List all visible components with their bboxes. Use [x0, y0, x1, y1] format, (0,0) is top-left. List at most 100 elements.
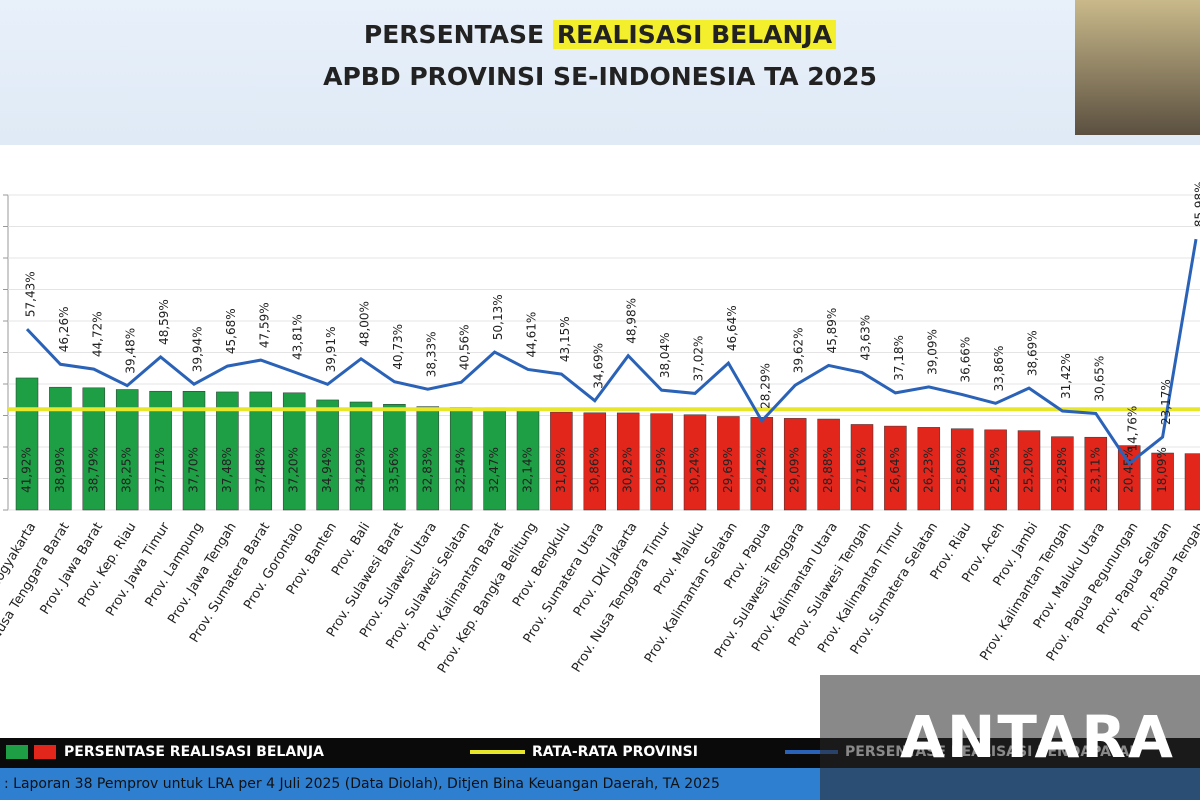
bar-value-label: 32,47%: [487, 447, 501, 493]
video-thumbnail: [1075, 0, 1200, 135]
bar-value-label: 38,79%: [86, 447, 100, 493]
line-value-label: 14,76%: [1126, 406, 1140, 452]
line-value-label: 37,18%: [892, 335, 906, 381]
watermark: ANTARA: [820, 675, 1200, 800]
line-value-label: 23,17%: [1159, 379, 1173, 425]
line-value-label: 34,69%: [591, 343, 605, 389]
line-value-label: 57,43%: [24, 271, 38, 317]
line-series: [25, 238, 1198, 466]
bar-value-label: 25,80%: [955, 447, 969, 493]
bar: [750, 417, 774, 511]
bar-value-label: 33,56%: [387, 447, 401, 493]
bar: [717, 416, 740, 511]
line-value-label: 44,72%: [90, 311, 104, 357]
bar: [115, 389, 139, 511]
bar: [1117, 445, 1141, 511]
bar-value-label: 29,42%: [754, 447, 768, 493]
bar-value-label: 25,20%: [1022, 447, 1036, 493]
bar: [282, 392, 306, 511]
bar-value-label: 30,59%: [654, 447, 668, 493]
bar-value-label: 27,16%: [855, 447, 869, 493]
bar: [416, 406, 440, 511]
bar-value-label: 32,83%: [420, 447, 434, 493]
legend-label: PERSENTASE REALISASI BELANJA: [64, 744, 324, 760]
bar-value-label: 30,82%: [621, 447, 635, 493]
bar: [650, 413, 673, 511]
bar-value-label: 23,28%: [1055, 447, 1069, 493]
line-value-label: 43,15%: [558, 316, 572, 362]
bar: [683, 414, 707, 511]
bar-value-label: 30,86%: [587, 447, 601, 493]
bar: [917, 427, 941, 511]
bar: [984, 429, 1007, 511]
line-value-label: 45,89%: [825, 308, 839, 354]
line-value-label: 46,64%: [725, 305, 739, 351]
bar-value-label: 23,11%: [1088, 447, 1102, 493]
title-highlight: REALISASI BELANJA: [552, 20, 837, 49]
bar-value-label: 32,54%: [454, 447, 468, 493]
bar-value-label: 34,94%: [320, 447, 334, 493]
line-value-label: 40,73%: [391, 324, 405, 370]
bar-value-label: 37,48%: [253, 447, 267, 493]
line-value-label: 39,48%: [124, 328, 138, 374]
legend-swatch: [34, 745, 56, 759]
line-value-label: 48,00%: [358, 301, 372, 347]
bar-value-label: 25,45%: [988, 447, 1002, 493]
legend-swatch: [6, 745, 28, 759]
bar: [349, 401, 373, 511]
bar: [1017, 430, 1041, 511]
line-value-label: 33,86%: [992, 346, 1006, 392]
bar-value-label: 37,48%: [220, 447, 234, 493]
title-text: PERSENTASE: [363, 20, 545, 49]
line-value-label: 38,33%: [424, 331, 438, 377]
line-value-label: 37,02%: [692, 336, 706, 382]
line-value-label: 38,69%: [1026, 330, 1040, 376]
line-value-label: 85,98%: [1193, 181, 1200, 227]
bar: [383, 404, 406, 511]
bar-value-label: 41,92%: [20, 447, 34, 493]
line-value-label: 30,65%: [1092, 356, 1106, 402]
line-value-label: 28,29%: [758, 363, 772, 409]
subtitle: APBD PROVINSI SE-INDONESIA TA 2025: [323, 62, 877, 91]
bar-value-label: 37,70%: [187, 447, 201, 493]
bar: [216, 391, 239, 511]
line-value-label: 48,98%: [625, 298, 639, 344]
line-value-label: 39,91%: [324, 327, 338, 373]
line-value-label: 40,56%: [458, 324, 472, 370]
header: PERSENTASE REALISASI BELANJA APBD PROVIN…: [0, 0, 1200, 145]
bar-value-label: 29,09%: [788, 447, 802, 493]
line-value-label: 38,04%: [658, 332, 672, 378]
bar-value-label: 32,14%: [521, 447, 535, 493]
bar: [850, 424, 874, 511]
line-value-label: 47,59%: [257, 302, 271, 348]
bar: [616, 412, 640, 511]
bar: [950, 428, 974, 511]
bar: [884, 425, 907, 511]
line-value-label: 43,81%: [291, 314, 305, 360]
bar: [249, 391, 273, 511]
legend-label: RATA-RATA PROVINSI: [532, 744, 698, 760]
line-value-label: 46,26%: [57, 307, 71, 353]
line-value-label: 48,59%: [157, 299, 171, 345]
bar-value-label: 26,64%: [888, 447, 902, 493]
bar-value-label: 38,25%: [120, 447, 134, 493]
bar: [1151, 452, 1174, 511]
bar: [149, 390, 172, 511]
line-value-label: 39,62%: [792, 327, 806, 373]
line-value-label: 45,68%: [224, 308, 238, 354]
chart: 41,92% 38,99% 38,79% 38,25% 37,71% 37,70% 37,4…: [0, 181, 1200, 768]
bar: [182, 390, 206, 511]
line-value-label: 39,09%: [925, 329, 939, 375]
bar: [1051, 436, 1074, 511]
bar-value-label: 34,29%: [354, 447, 368, 493]
bar: [550, 411, 573, 511]
bar: [817, 418, 840, 511]
bar: [1184, 453, 1200, 511]
bar-value-label: 29,69%: [721, 447, 735, 493]
line-value-label: 31,42%: [1059, 353, 1073, 399]
bar-value-label: 30,24%: [688, 447, 702, 493]
bar-value-label: 37,20%: [287, 447, 301, 493]
bar-value-label: 18,09%: [1155, 447, 1169, 493]
line-value-label: 44,61%: [525, 312, 539, 358]
